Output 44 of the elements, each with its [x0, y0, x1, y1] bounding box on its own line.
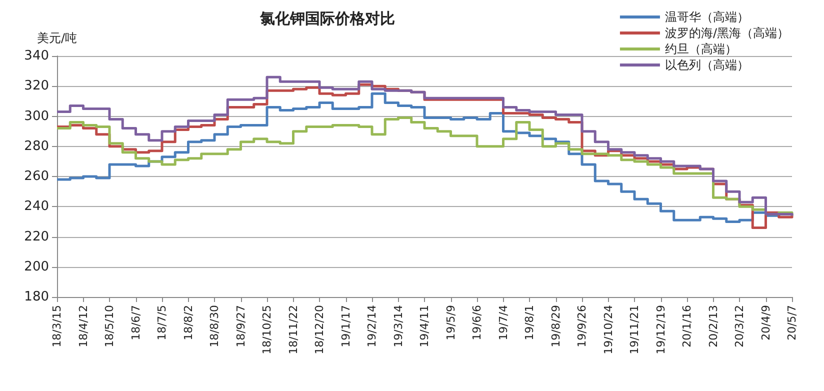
x-tick-label: 20/1/16 — [680, 305, 694, 348]
x-tick-label: 18/3/15 — [50, 305, 64, 348]
y-axis-title: 美元/吨 — [36, 31, 77, 45]
x-tick-label: 19/3/14 — [392, 305, 405, 348]
y-tick-label: 340 — [24, 48, 49, 64]
x-tick-label: 19/9/26 — [576, 305, 588, 348]
x-tick-label: 20/5/7 — [786, 305, 798, 340]
y-tick-label: 300 — [24, 108, 49, 124]
x-tick-label: 19/4/11 — [418, 305, 431, 348]
x-tick-label: 19/7/4 — [496, 305, 510, 340]
legend-label: 约旦（高端） — [664, 42, 737, 56]
x-tick-label: 18/8/2 — [182, 305, 195, 340]
chart-title: 氯化钾国际价格对比 — [259, 10, 395, 28]
x-tick-label: 19/8/1 — [523, 305, 536, 340]
x-tick-label: 19/11/21 — [628, 305, 641, 354]
x-tick-label: 18/10/25 — [260, 305, 274, 354]
y-tick-label: 320 — [24, 78, 49, 94]
y-tick-label: 240 — [24, 199, 49, 214]
x-tick-label: 18/5/10 — [103, 305, 116, 348]
x-tick-label: 18/6/7 — [129, 305, 142, 340]
y-tick-label: 280 — [24, 138, 49, 154]
x-tick-label: 19/2/14 — [366, 305, 378, 348]
x-tick-label: 20/3/12 — [733, 305, 746, 348]
x-tick-label: 18/12/20 — [313, 305, 326, 354]
legend-label: 温哥华（高端） — [664, 10, 749, 24]
x-tick-label: 19/8/29 — [549, 305, 562, 348]
x-tick-label: 19/6/6 — [470, 305, 484, 340]
x-tick-label: 18/11/22 — [286, 305, 300, 354]
y-tick-label: 220 — [24, 229, 49, 244]
x-tick-label: 19/10/24 — [602, 305, 615, 354]
legend-label: 波罗的海/黑海（高端） — [664, 26, 790, 40]
y-tick-label: 180 — [24, 290, 49, 304]
x-tick-label: 19/1/17 — [339, 305, 352, 348]
legend-label: 以色列（高端） — [664, 58, 749, 72]
x-tick-label: 18/8/30 — [208, 305, 221, 348]
x-tick-label: 20/2/13 — [706, 305, 720, 348]
x-tick-label: 19/5/9 — [444, 305, 458, 340]
x-tick-label: 19/12/19 — [654, 305, 668, 354]
y-tick-label: 200 — [24, 259, 49, 274]
y-tick-label: 260 — [24, 169, 49, 184]
x-tick-label: 18/4/12 — [76, 305, 90, 348]
x-tick-label: 18/9/27 — [234, 305, 248, 348]
x-tick-label: 20/4/9 — [759, 305, 772, 340]
x-tick-label: 18/7/5 — [156, 305, 168, 340]
